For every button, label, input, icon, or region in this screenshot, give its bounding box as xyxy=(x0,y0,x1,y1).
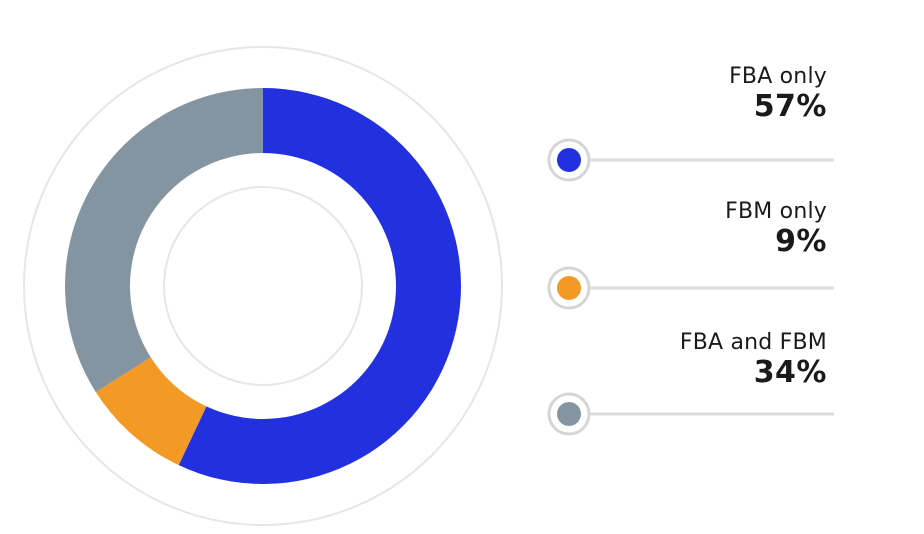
legend-label-fba-only: FBA only xyxy=(729,64,827,89)
legend-dot-fba-and-fbm xyxy=(557,402,581,426)
donut-slice-fba-only xyxy=(178,88,462,484)
donut-slice-fba-and-fbm xyxy=(64,88,264,393)
legend-dots xyxy=(547,138,591,436)
legend-lines xyxy=(569,158,834,416)
legend-dot-fba-only xyxy=(557,148,581,172)
donut-slice-fbm-only xyxy=(95,357,207,466)
inner-ring xyxy=(163,186,363,386)
legend-item-fba-only: FBA only 57% xyxy=(729,64,827,124)
donut-slices xyxy=(64,88,462,484)
legend-item-fba-and-fbm: FBA and FBM 34% xyxy=(680,330,827,390)
legend-label-fba-and-fbm: FBA and FBM xyxy=(679,330,827,355)
outer-ring xyxy=(23,46,503,526)
legend-item-fbm-only: FBM only 9% xyxy=(725,199,827,259)
legend-value-fba-and-fbm: 34% xyxy=(753,355,827,390)
legend-value-fbm-only: 9% xyxy=(775,224,827,259)
legend-dot-fbm-only xyxy=(557,276,581,300)
legend-value-fba-only: 57% xyxy=(753,89,827,124)
legend-label-fbm-only: FBM only xyxy=(725,199,827,224)
